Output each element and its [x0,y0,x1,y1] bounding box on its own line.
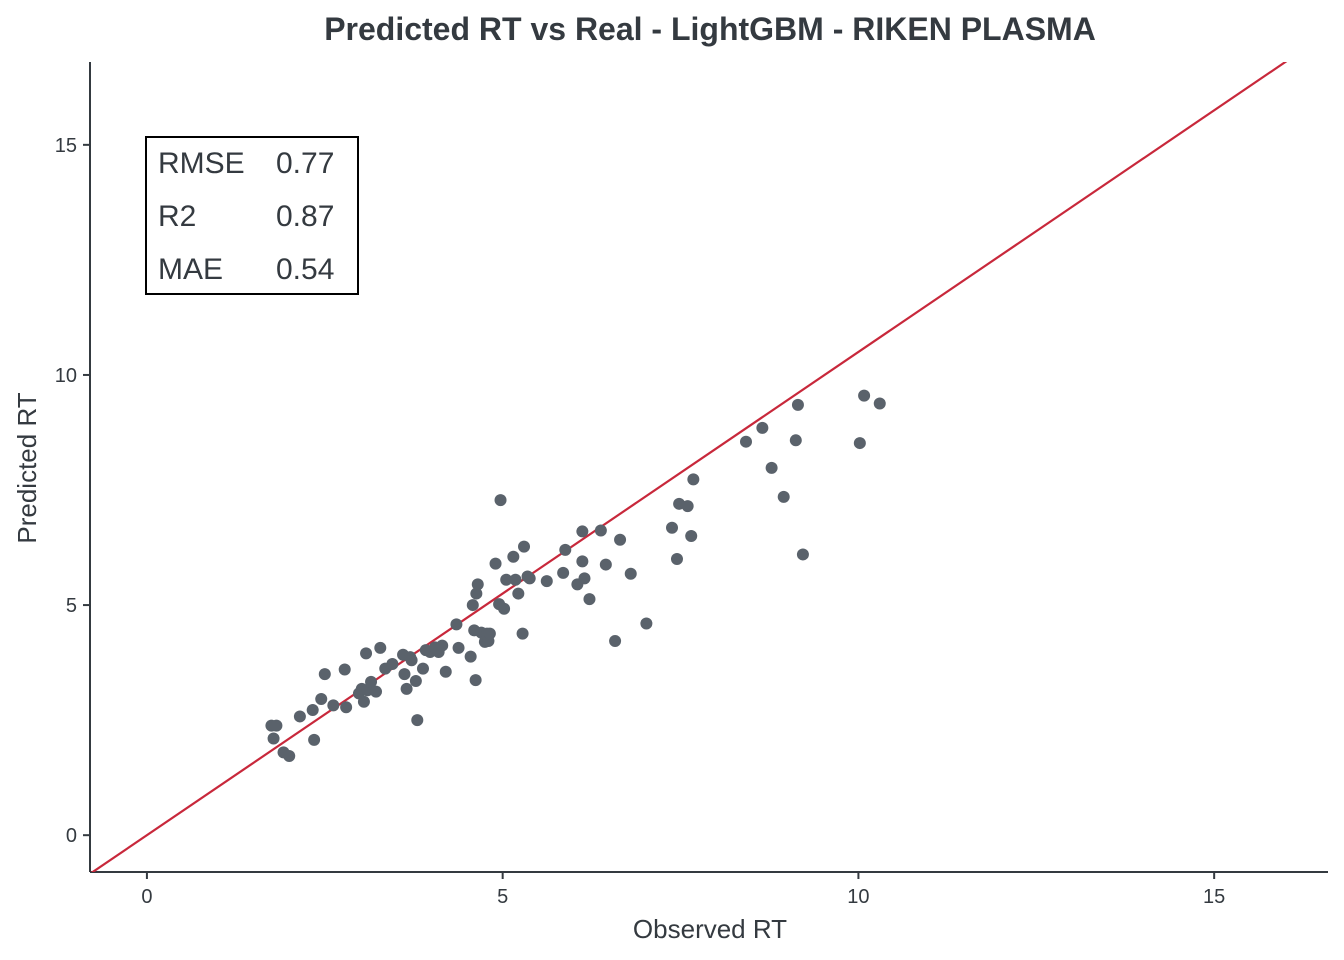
data-point [599,558,612,571]
data-point [452,641,465,654]
data-point [283,750,296,763]
data-point [540,575,553,588]
stats-label-mae: MAE [158,253,223,286]
data-point [270,719,283,732]
data-point [398,668,411,681]
data-point [670,553,683,566]
data-point [340,701,353,714]
stats-table: RMSE 0.77 R2 0.87 MAE 0.54 [145,136,359,295]
data-point [687,473,700,486]
data-point [308,733,321,746]
data-point [360,647,373,660]
data-point [365,675,378,688]
data-point [370,685,383,698]
data-point [576,525,589,538]
data-point [386,657,399,670]
data-point [409,675,422,688]
data-point [858,389,871,402]
data-point [509,573,522,586]
data-point [483,627,496,640]
y-tick-label: 5 [66,595,77,617]
data-point [507,550,520,563]
data-point [512,587,525,600]
data-point [439,665,452,678]
data-point [739,435,752,448]
data-point [578,572,591,585]
data-point [411,714,424,727]
data-point [338,663,351,676]
data-point [357,695,370,708]
data-point [293,710,306,723]
x-tick-label: 5 [497,886,508,908]
data-point [594,524,607,537]
stats-value-mae: 0.54 [276,253,334,286]
data-point [789,434,802,447]
data-point [756,421,769,434]
data-point [267,732,280,745]
data-point [576,555,589,568]
data-point [681,500,694,513]
data-point [666,521,679,534]
data-point [466,599,479,612]
data-point [416,662,429,675]
data-point [470,587,483,600]
data-point [500,573,513,586]
data-point [640,617,653,630]
stats-label-rmse: RMSE [158,147,245,180]
data-point [557,566,570,579]
y-tick-label: 0 [66,825,77,847]
stats-border [145,136,359,295]
data-point [516,627,529,640]
data-point [518,540,531,553]
data-point [765,461,778,474]
data-point [327,699,340,712]
data-point [450,618,463,631]
reference-line [90,62,1288,872]
data-point [318,668,331,681]
stats-label-r2: R2 [158,200,196,233]
data-point [685,530,698,543]
data-point [624,567,637,580]
data-point [374,641,387,654]
data-point [489,557,502,570]
data-point [471,578,484,591]
x-tick-label: 10 [847,886,869,908]
data-point [796,548,809,561]
data-point [436,639,449,652]
data-point [873,397,886,410]
data-point [469,674,482,687]
stats-value-r2: 0.87 [276,200,334,233]
chart-title: Predicted RT vs Real - LightGBM - RIKEN … [324,11,1096,47]
data-point [559,543,572,556]
x-tick-label: 15 [1203,886,1225,908]
data-point [400,682,413,695]
data-point [315,692,328,705]
data-point [464,650,477,663]
data-point [614,533,627,546]
data-point [791,398,804,411]
y-tick-label: 15 [55,135,77,157]
x-tick-label: 0 [141,886,152,908]
y-axis-title: Predicted RT [12,392,42,543]
data-point [853,437,866,450]
data-point [777,490,790,503]
x-axis-title: Observed RT [633,914,787,944]
data-point [494,494,507,507]
y-tick-label: 10 [55,365,77,387]
data-point [405,654,418,667]
data-point [583,593,596,606]
data-point [523,572,536,585]
data-point [609,634,622,647]
data-point [498,602,511,615]
stats-value-rmse: 0.77 [276,147,334,180]
data-point [306,704,319,716]
